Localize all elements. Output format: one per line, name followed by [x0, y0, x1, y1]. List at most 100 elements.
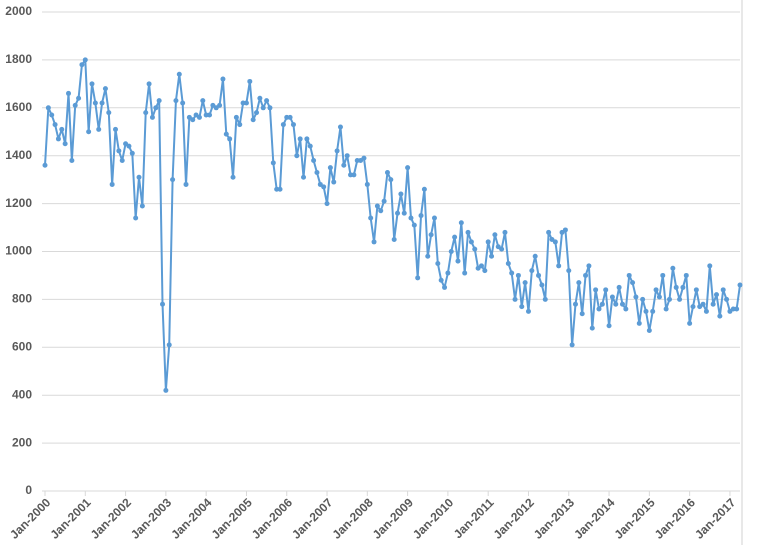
point [143, 110, 149, 116]
y-tick-label: 800 [12, 292, 32, 306]
x-tick-label: Jan-2017 [692, 495, 738, 541]
point [499, 246, 505, 252]
y-tick-label: 400 [12, 387, 32, 401]
y-tick-label: 0 [25, 483, 32, 497]
point [45, 105, 51, 111]
point [166, 342, 172, 348]
point [59, 126, 65, 132]
point [640, 296, 646, 302]
point [512, 296, 518, 302]
x-tick-label: Jan-2012 [491, 495, 537, 541]
point [707, 263, 713, 269]
point [529, 268, 535, 274]
point [650, 308, 656, 314]
x-tick-label: Jan-2000 [7, 495, 53, 541]
point [297, 136, 303, 142]
point [176, 71, 182, 77]
y-tick-label: 1600 [5, 100, 32, 114]
point [603, 287, 609, 293]
point [86, 129, 92, 135]
y-tick-label: 200 [12, 435, 32, 449]
point [522, 280, 528, 286]
point [183, 181, 189, 187]
point [156, 98, 162, 104]
point [311, 157, 317, 163]
point [492, 232, 498, 238]
point [616, 284, 622, 290]
point [260, 105, 266, 111]
point [646, 328, 652, 334]
point [82, 57, 88, 63]
point [405, 165, 411, 171]
point [223, 131, 229, 137]
point [109, 181, 115, 187]
point [569, 342, 575, 348]
point [146, 81, 152, 87]
point [89, 81, 95, 87]
point [566, 268, 572, 274]
point [237, 122, 243, 128]
point [636, 320, 642, 326]
point [717, 313, 723, 319]
point [452, 234, 458, 240]
point [502, 229, 508, 235]
point [677, 296, 683, 302]
point [737, 282, 743, 288]
x-tick-label: Jan-2003 [128, 495, 174, 541]
point [287, 114, 293, 120]
point [139, 203, 145, 209]
point [72, 102, 78, 108]
point [703, 308, 709, 314]
point [613, 301, 619, 307]
line [44, 58, 741, 392]
point [656, 294, 662, 300]
point [720, 287, 726, 293]
point [351, 172, 357, 178]
point [388, 177, 394, 183]
point [670, 265, 676, 271]
point [690, 304, 696, 310]
point [243, 100, 249, 106]
point [384, 169, 390, 175]
x-tick-label: Jan-2009 [370, 495, 416, 541]
point [136, 174, 142, 180]
point [96, 126, 102, 132]
point [301, 174, 307, 180]
point [264, 98, 270, 104]
point [129, 150, 135, 156]
point [623, 306, 629, 312]
point [572, 301, 578, 307]
point [448, 249, 454, 254]
point [683, 272, 689, 278]
point [116, 148, 122, 154]
point [42, 162, 48, 168]
point [482, 268, 488, 274]
point [489, 253, 495, 259]
point [546, 229, 552, 235]
point [381, 198, 387, 204]
x-tick-label: Jan-2013 [531, 495, 577, 541]
point [290, 122, 296, 128]
point [425, 253, 431, 259]
point [515, 272, 521, 278]
point [599, 301, 605, 307]
point [55, 136, 61, 142]
point [630, 280, 636, 286]
point [435, 260, 441, 266]
point [92, 100, 98, 106]
x-tick-label: Jan-2002 [88, 495, 134, 541]
point [542, 296, 548, 302]
y-tick-label: 1200 [5, 196, 32, 210]
point [49, 112, 55, 118]
point [562, 227, 568, 233]
point [334, 148, 340, 154]
point [663, 306, 669, 312]
point [398, 191, 404, 197]
point [583, 272, 589, 278]
point [368, 215, 374, 221]
point [509, 270, 515, 276]
point [99, 100, 105, 106]
y-tick-label: 1000 [5, 244, 32, 258]
point [589, 325, 595, 331]
point [220, 76, 226, 82]
